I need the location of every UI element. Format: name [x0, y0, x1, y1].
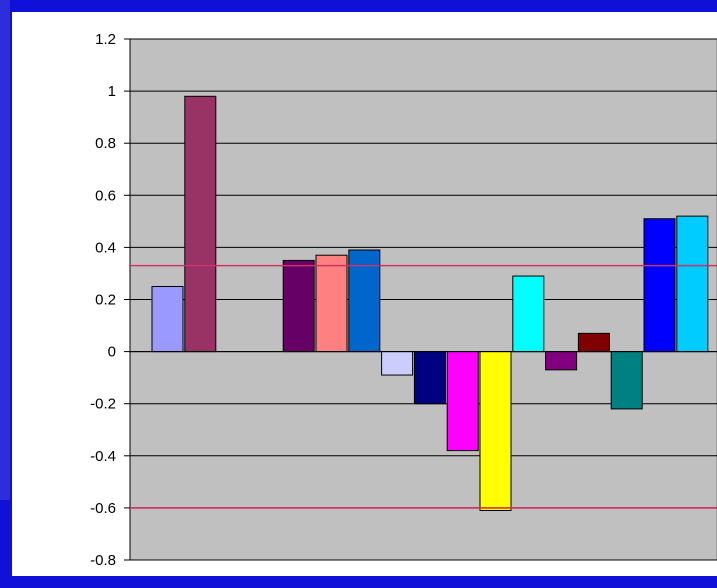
bar-10: [545, 351, 578, 371]
y-tick-label: 0.6: [95, 187, 116, 204]
bar-9: [512, 275, 545, 353]
y-tick-label: 1: [108, 83, 116, 100]
y-tick-label: -0.2: [90, 396, 116, 413]
bar-1: [184, 95, 217, 353]
y-tick-label: -0.8: [90, 552, 116, 569]
y-tick-label: 1.2: [95, 31, 116, 48]
bar-chart: 1.2 1 0.8 0.6 0.4 0.2 0 -0.2 -0.4 -0.6 -0.8: [90, 31, 717, 569]
bar-2: [282, 259, 315, 353]
bar-14: [676, 215, 709, 353]
bar-11: [577, 332, 610, 353]
y-tick-label: 0.8: [95, 135, 116, 152]
bar-12: [610, 351, 643, 410]
bar-0: [151, 285, 184, 353]
y-tick-label: -0.4: [90, 448, 116, 465]
bar-5: [381, 351, 414, 376]
window-edge: [0, 0, 10, 500]
y-tick-label: 0.4: [95, 239, 116, 256]
chart-panel: 1.2 1 0.8 0.6 0.4 0.2 0 -0.2 -0.4 -0.6 -0.8: [12, 12, 717, 576]
bar-6: [413, 351, 446, 405]
y-tick-label: -0.6: [90, 500, 116, 517]
y-tick-label: 0.2: [95, 292, 116, 309]
bar-8: [479, 351, 512, 512]
y-tick-label: 0: [108, 344, 116, 361]
bar-7: [446, 351, 479, 452]
bar-13: [643, 218, 676, 353]
bar-4: [348, 249, 381, 353]
bar-3: [315, 254, 348, 353]
